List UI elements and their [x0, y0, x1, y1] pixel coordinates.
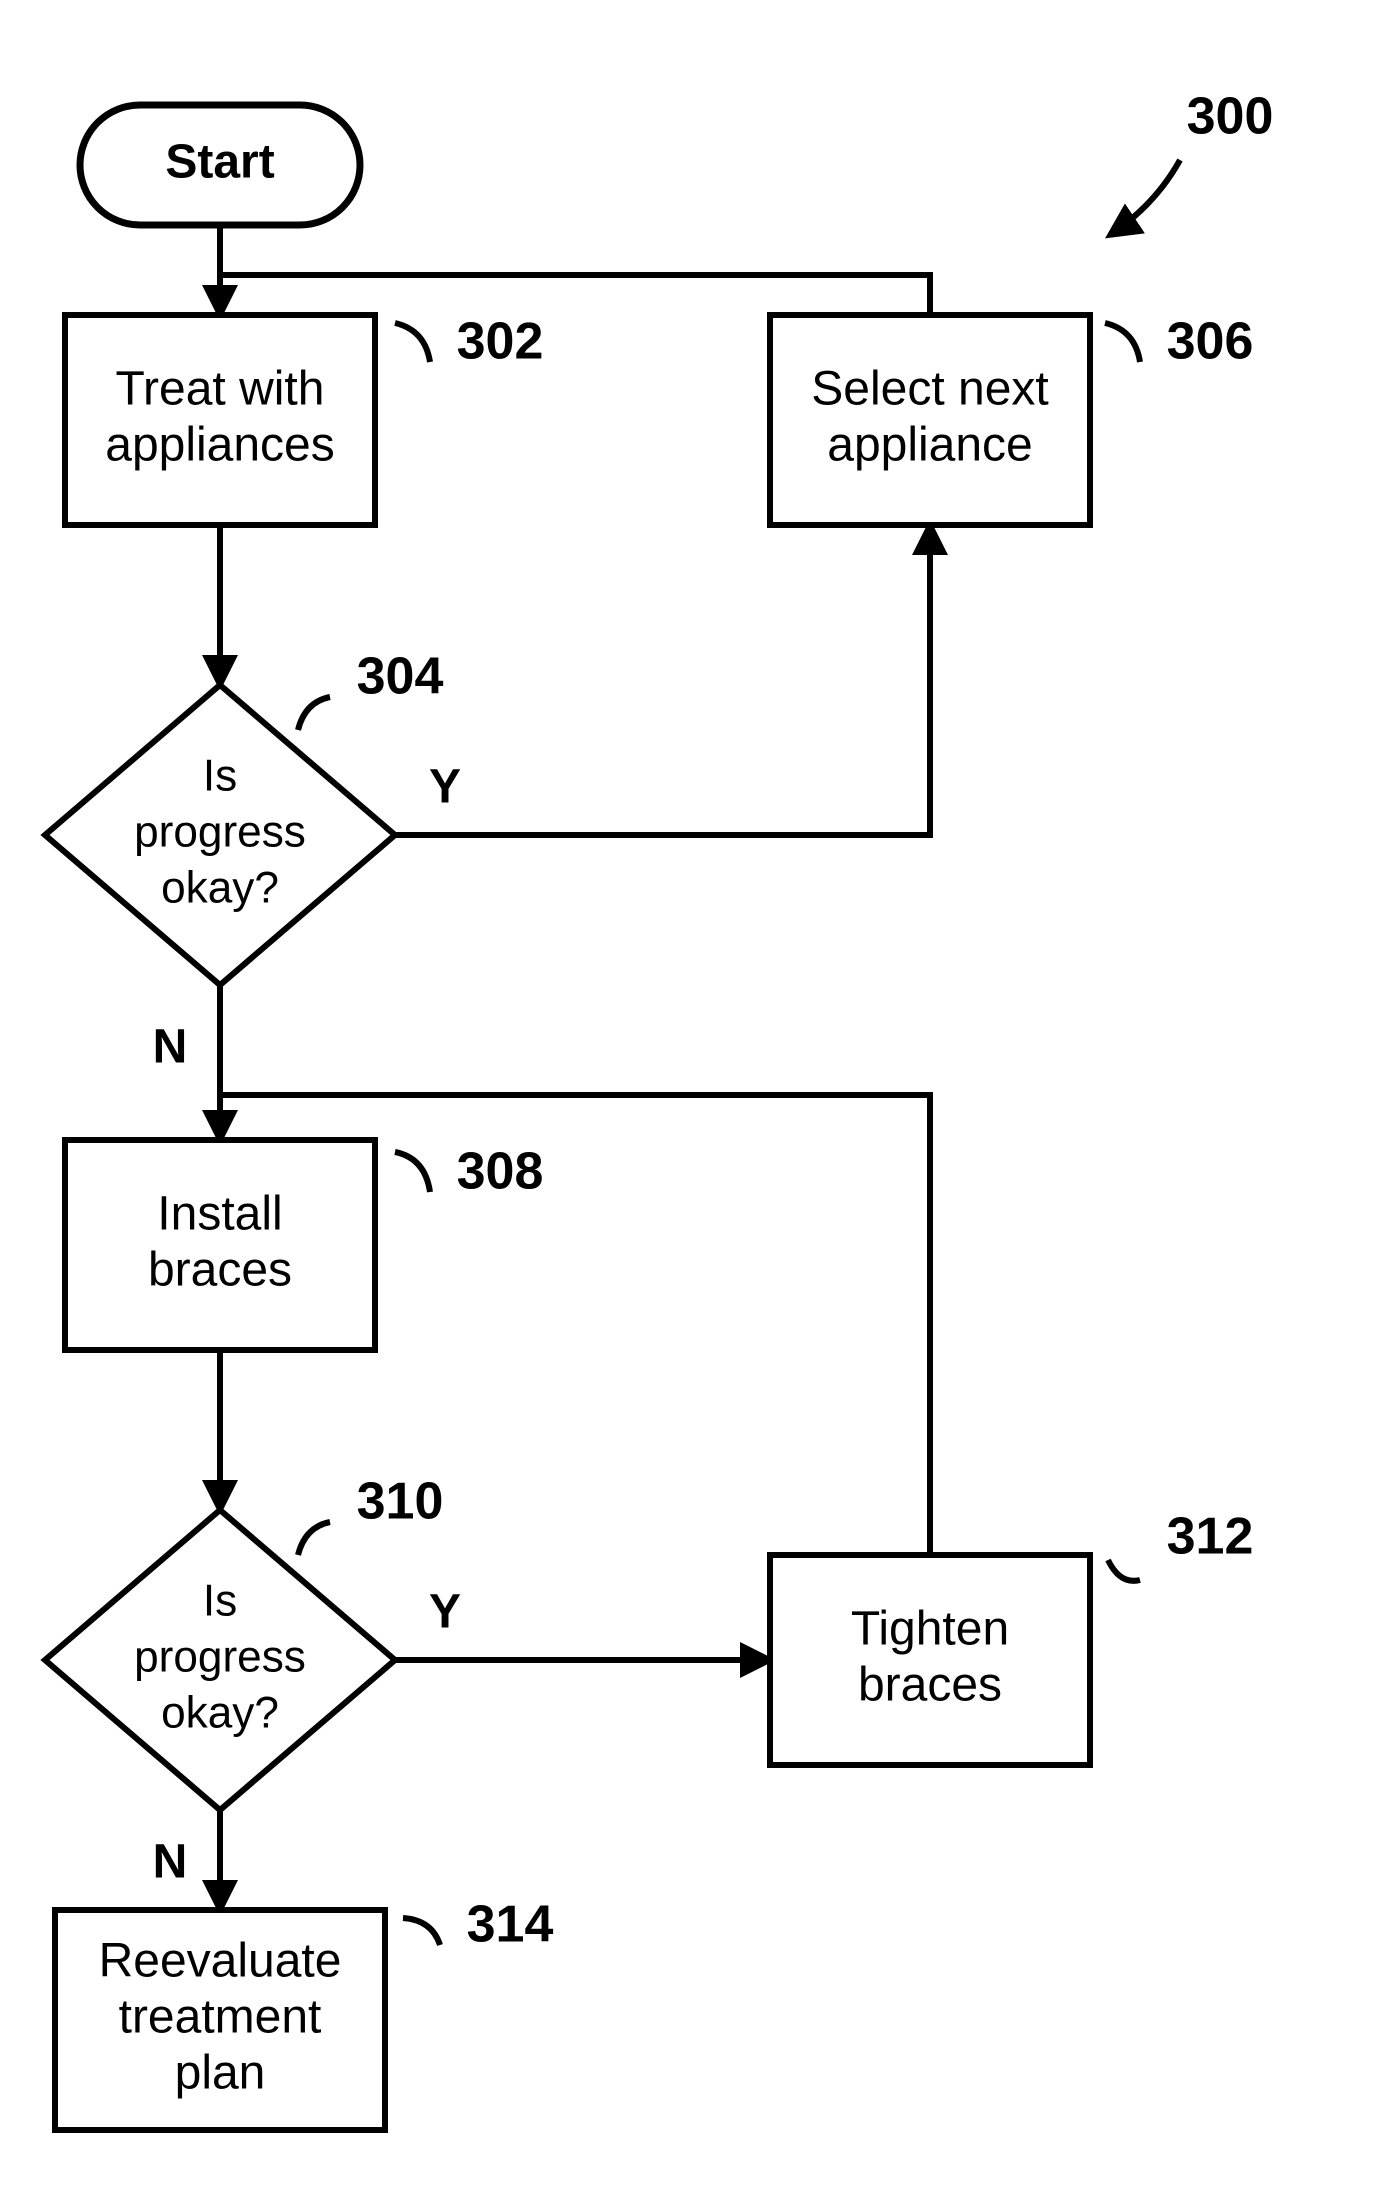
edge-label-e_prog2_y: Y — [429, 1586, 461, 1639]
ref-hook-tighten — [1108, 1560, 1140, 1581]
node-install: Installbraces — [65, 1140, 375, 1350]
label-select_next-line: appliance — [827, 419, 1033, 472]
node-tighten: Tightenbraces — [770, 1555, 1090, 1765]
edge-label-e_prog2_n: N — [153, 1836, 188, 1889]
label-start: Start — [165, 136, 274, 189]
node-reeval: Reevaluatetreatmentplan — [55, 1910, 385, 2130]
ref-hook-reeval — [403, 1918, 440, 1945]
node-progress2: Is progress okay? — [45, 1510, 395, 1810]
figure-ref-label: 300 — [1187, 88, 1274, 146]
edge-label-e_prog1_y: Y — [429, 761, 461, 814]
label-progress1-line: okay? — [161, 864, 279, 913]
label-progress2-line: okay? — [161, 1689, 279, 1738]
node-start: Start — [80, 105, 360, 225]
flowchart-diagram: Y N Y N Start Treat withappliances Select nex… — [0, 0, 1377, 2188]
node-treat: Treat withappliances — [65, 315, 375, 525]
ref-hook-install — [395, 1152, 430, 1192]
ref-label-treat: 302 — [457, 313, 544, 371]
ref-label-progress1: 304 — [357, 648, 444, 706]
ref-label-progress2: 310 — [357, 1473, 444, 1531]
ref-hook-select_next — [1105, 323, 1140, 362]
edge-e_prog1_y — [395, 525, 930, 835]
ref-hook-treat — [395, 323, 430, 362]
edge-label-e_prog1_n: N — [153, 1021, 188, 1074]
label-progress2-line: Is — [203, 1577, 237, 1626]
label-start-line: Start — [165, 136, 274, 189]
ref-label-reeval: 314 — [467, 1896, 554, 1954]
label-install-line: braces — [148, 1244, 292, 1297]
label-progress1-line: progress — [134, 808, 306, 857]
label-install-line: Install — [157, 1188, 282, 1241]
ref-label-tighten: 312 — [1167, 1508, 1254, 1566]
label-treat-line: Treat with — [116, 363, 325, 416]
label-tighten-line: braces — [858, 1659, 1002, 1712]
figure-ref-arrow — [1110, 160, 1180, 235]
node-progress1: Is progress okay? — [45, 685, 395, 985]
label-treat-line: appliances — [105, 419, 335, 472]
label-progress2-line: progress — [134, 1633, 306, 1682]
node-select_next: Select nextappliance — [770, 315, 1090, 525]
edge-e_select_back — [220, 275, 930, 315]
label-select_next-line: Select next — [811, 363, 1048, 416]
ref-hook-progress1 — [298, 697, 330, 730]
nodes-layer: StartTreat withappliancesSelect nextappl… — [45, 105, 1090, 2130]
label-reeval-line: plan — [175, 2047, 266, 2100]
label-progress1-line: Is — [203, 752, 237, 801]
ref-label-install: 308 — [457, 1143, 544, 1201]
label-reeval-line: Reevaluate — [99, 1935, 342, 1988]
label-reeval-line: treatment — [119, 1991, 322, 2044]
ref-hook-progress2 — [298, 1522, 330, 1555]
ref-label-select_next: 306 — [1167, 313, 1254, 371]
label-tighten-line: Tighten — [851, 1603, 1009, 1656]
